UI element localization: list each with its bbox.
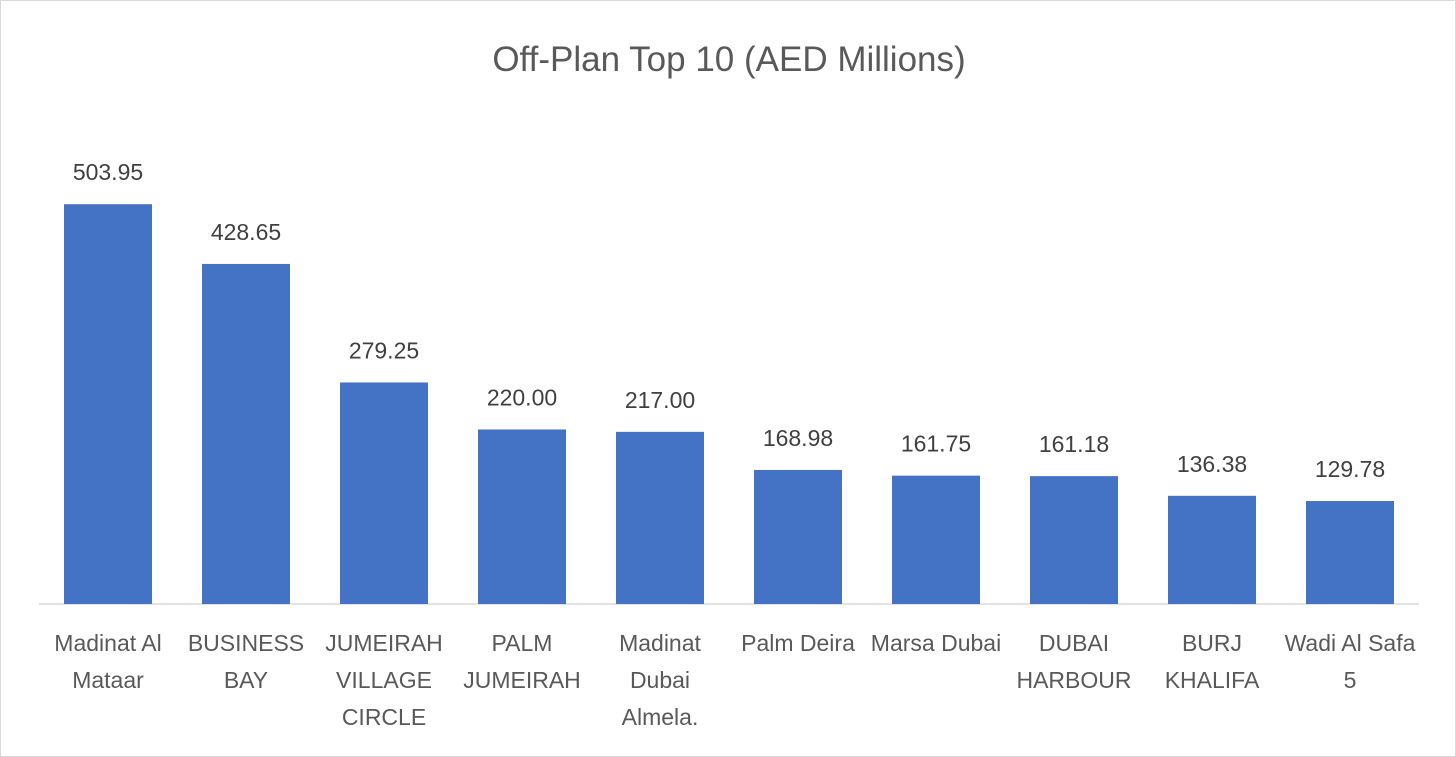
data-label: 279.25 <box>349 337 419 363</box>
x-tick-label: Wadi Al Safa 5 <box>1284 630 1416 693</box>
data-label: 220.00 <box>487 384 557 410</box>
x-tick-label: BUSINESS BAY <box>187 630 305 693</box>
x-tick-label: JUMEIRAH VILLAGE CIRCLE <box>325 630 443 730</box>
bar <box>754 469 842 604</box>
x-tick-label: Palm Deira <box>741 630 855 656</box>
bar <box>64 204 152 605</box>
bar <box>616 431 704 604</box>
data-label: 503.95 <box>73 159 143 185</box>
x-tick-label: Marsa Dubai <box>870 630 1002 656</box>
chart-title: Off-Plan Top 10 (AED Millions) <box>492 40 965 79</box>
bar <box>1030 476 1118 604</box>
data-label: 217.00 <box>625 387 695 413</box>
bar <box>202 263 290 604</box>
bar <box>892 475 980 604</box>
data-label: 161.18 <box>1039 431 1109 457</box>
data-label: 168.98 <box>763 425 833 451</box>
x-tick-label: BURJ KHALIFA <box>1164 630 1260 693</box>
bar <box>1306 501 1394 604</box>
data-label: 136.38 <box>1177 451 1247 477</box>
x-tick-label: Madinat Dubai Almela. <box>619 630 701 730</box>
bar <box>340 382 428 604</box>
data-label: 428.65 <box>211 219 281 245</box>
x-tick-label: DUBAI HARBOUR <box>1016 630 1132 693</box>
data-label: 161.75 <box>901 431 971 457</box>
bar <box>1168 495 1256 604</box>
data-label: 129.78 <box>1315 456 1385 482</box>
bar <box>478 429 566 604</box>
x-tick-label: Madinat Al Mataar <box>54 630 162 693</box>
x-tick-label: PALM JUMEIRAH <box>463 630 581 693</box>
